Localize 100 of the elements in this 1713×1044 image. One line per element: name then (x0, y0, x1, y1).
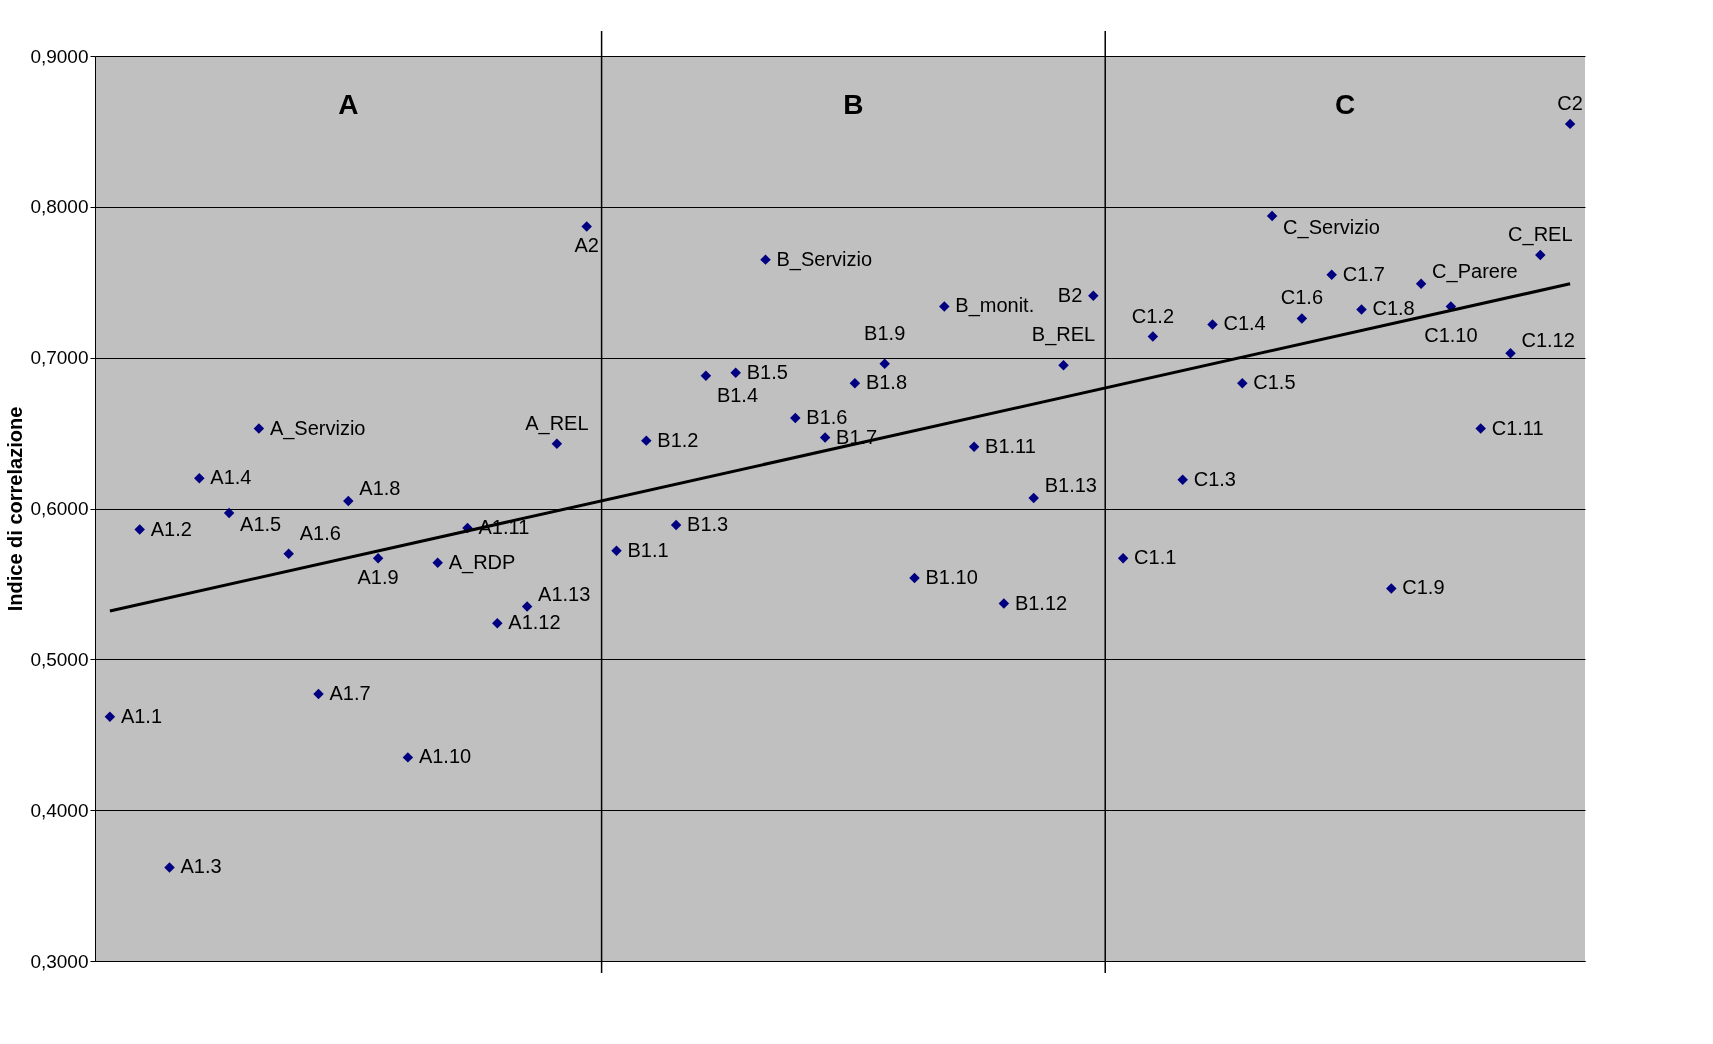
point (134, 524, 145, 535)
data-label: B1.10 (925, 565, 978, 588)
data-label: A1.13 (538, 582, 591, 605)
data-label: B_REL (1031, 323, 1096, 347)
point (849, 378, 861, 389)
data-label: C1.4 (1223, 312, 1266, 335)
y-tick-label: 0,5000 (30, 648, 89, 670)
data-label: C1.5 (1253, 371, 1296, 394)
data-label: C1.9 (1402, 576, 1445, 599)
point (372, 553, 384, 564)
data-label: A1.7 (329, 682, 371, 705)
data-label: A1.1 (120, 704, 163, 727)
data-label: A1.3 (180, 855, 222, 878)
data-label: C1.10 (1424, 324, 1478, 347)
point (521, 601, 533, 612)
data-label: B_Servizio (776, 247, 873, 271)
point (1326, 269, 1337, 280)
point (343, 495, 354, 507)
point (104, 711, 116, 722)
point (641, 435, 652, 446)
data-label: B1.5 (746, 360, 788, 383)
point (760, 254, 771, 265)
data-label: B1.6 (806, 406, 848, 428)
point (1117, 553, 1129, 564)
data-label: A_RDP (448, 550, 516, 574)
point (1415, 278, 1427, 289)
point (611, 545, 622, 556)
point (730, 367, 741, 378)
point (939, 301, 950, 312)
point (164, 862, 175, 873)
point (283, 548, 294, 559)
point (1356, 304, 1367, 315)
point (253, 423, 265, 434)
data-label: C_Parere (1432, 259, 1518, 283)
point (1207, 319, 1218, 330)
point (1177, 474, 1188, 486)
y-tick-label: 0,4000 (30, 799, 89, 821)
point (1058, 359, 1069, 371)
data-label: C1.11 (1491, 416, 1544, 439)
point (909, 572, 920, 584)
data-label: C1.8 (1372, 297, 1415, 320)
y-tick-label: 0,8000 (30, 196, 89, 218)
y-tick-label: 0,7000 (30, 347, 89, 369)
data-label: A1.9 (357, 566, 399, 589)
point (819, 432, 831, 443)
data-label: B1.11 (985, 434, 1036, 457)
point (998, 598, 1010, 609)
data-label: A1.2 (150, 517, 192, 540)
point (1386, 583, 1397, 594)
point (402, 752, 414, 763)
annotation: B (843, 89, 864, 120)
data-label: B2 (1057, 283, 1083, 306)
point (879, 358, 890, 369)
data-label: A_Servizio (269, 416, 366, 440)
point (1564, 118, 1576, 130)
data-label: C1.1 (1134, 546, 1177, 569)
data-label: C1.6 (1280, 286, 1324, 309)
data-label: C2 (1557, 91, 1583, 114)
data-label: C1.12 (1521, 329, 1575, 352)
y-axis-title: Indice di correlazione (4, 406, 27, 612)
point (700, 370, 712, 382)
point (1147, 331, 1159, 342)
annotation: C (1334, 89, 1356, 120)
point (1028, 492, 1039, 504)
data-label: A1.12 (508, 611, 561, 634)
point (492, 617, 503, 629)
point (194, 473, 205, 484)
point (432, 557, 443, 569)
point (1505, 347, 1516, 359)
data-label: A1.8 (359, 476, 401, 499)
annotation: A (338, 89, 359, 120)
point (1088, 290, 1099, 302)
point (790, 412, 801, 424)
point (670, 519, 682, 531)
point (1296, 313, 1308, 324)
data-label: B1.13 (1044, 473, 1097, 496)
data-label: C_Servizio (1283, 215, 1380, 239)
y-tick-label: 0,3000 (30, 950, 89, 972)
data-label: B1.1 (627, 538, 669, 561)
y-tick-label: 0,9000 (30, 45, 89, 67)
data-label: A1.4 (210, 466, 252, 489)
point (313, 688, 324, 700)
point (968, 441, 980, 452)
point (1266, 210, 1278, 222)
point (1535, 249, 1546, 261)
data-label: B1.4 (716, 383, 759, 406)
point (1237, 378, 1248, 389)
data-label: C1.3 (1193, 467, 1236, 490)
data-label: B1.3 (687, 513, 729, 536)
data-label: A_REL (525, 411, 589, 435)
data-label: C1.2 (1131, 304, 1175, 327)
data-label: B1.8 (865, 371, 908, 394)
data-label: C1.7 (1342, 262, 1385, 285)
data-label: B1.9 (864, 321, 906, 344)
y-tick-label: 0,6000 (30, 498, 89, 519)
point (581, 221, 592, 232)
data-label: B1.12 (1014, 591, 1068, 614)
point (551, 438, 563, 449)
data-label: A1.5 (240, 513, 282, 536)
data-label: A1.6 (299, 521, 341, 544)
